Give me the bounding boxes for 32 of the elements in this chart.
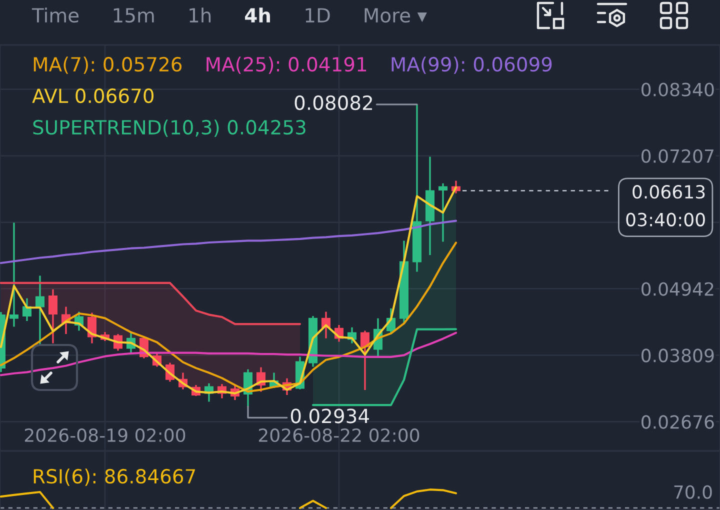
y-tick-label: 0.04942: [642, 282, 714, 296]
annotation: 0.08082: [294, 95, 372, 110]
text: AVL 0.06670: [32, 88, 154, 104]
text: SUPERTREND(10,3) 0.04253: [33, 120, 306, 137]
text: 1D: [306, 8, 330, 22]
y-tick-label: 0.03809: [642, 348, 714, 362]
text: MA(25): 0.04191: [206, 56, 366, 74]
text: More ▾: [364, 8, 427, 23]
annotation: 70.0: [674, 485, 712, 499]
text: MA(7): 0.05726: [34, 56, 182, 74]
text: 4h: [245, 8, 270, 22]
line-series: [0, 332, 458, 376]
text: Time: [32, 8, 79, 23]
candlestick: [35, 274, 44, 347]
x-tick-label: 2026-08-22 02:00: [258, 428, 420, 442]
series-label: RSI(6): 86.84667: [34, 468, 195, 486]
text: 15m: [114, 8, 154, 23]
y-tick-label: 0.02676: [642, 415, 714, 429]
x-tick-label: 2026-08-19 02:00: [24, 428, 186, 442]
line-series: [312, 328, 458, 406]
annotation: 0.02934: [290, 408, 369, 424]
y-tick-label: 0.07207: [642, 149, 714, 163]
text: 1h: [190, 8, 211, 22]
line-series: [0, 282, 302, 326]
line-series: [0, 220, 458, 264]
candlestick: [48, 288, 58, 344]
candlestick: [9, 222, 18, 328]
ref-line-label: 0.06613 03:40:00: [626, 185, 705, 226]
y-tick-label: 0.08340: [642, 82, 714, 96]
line-series: [0, 242, 458, 393]
candlestick: [438, 182, 448, 243]
text: MA(99): 0.06099: [392, 56, 552, 74]
